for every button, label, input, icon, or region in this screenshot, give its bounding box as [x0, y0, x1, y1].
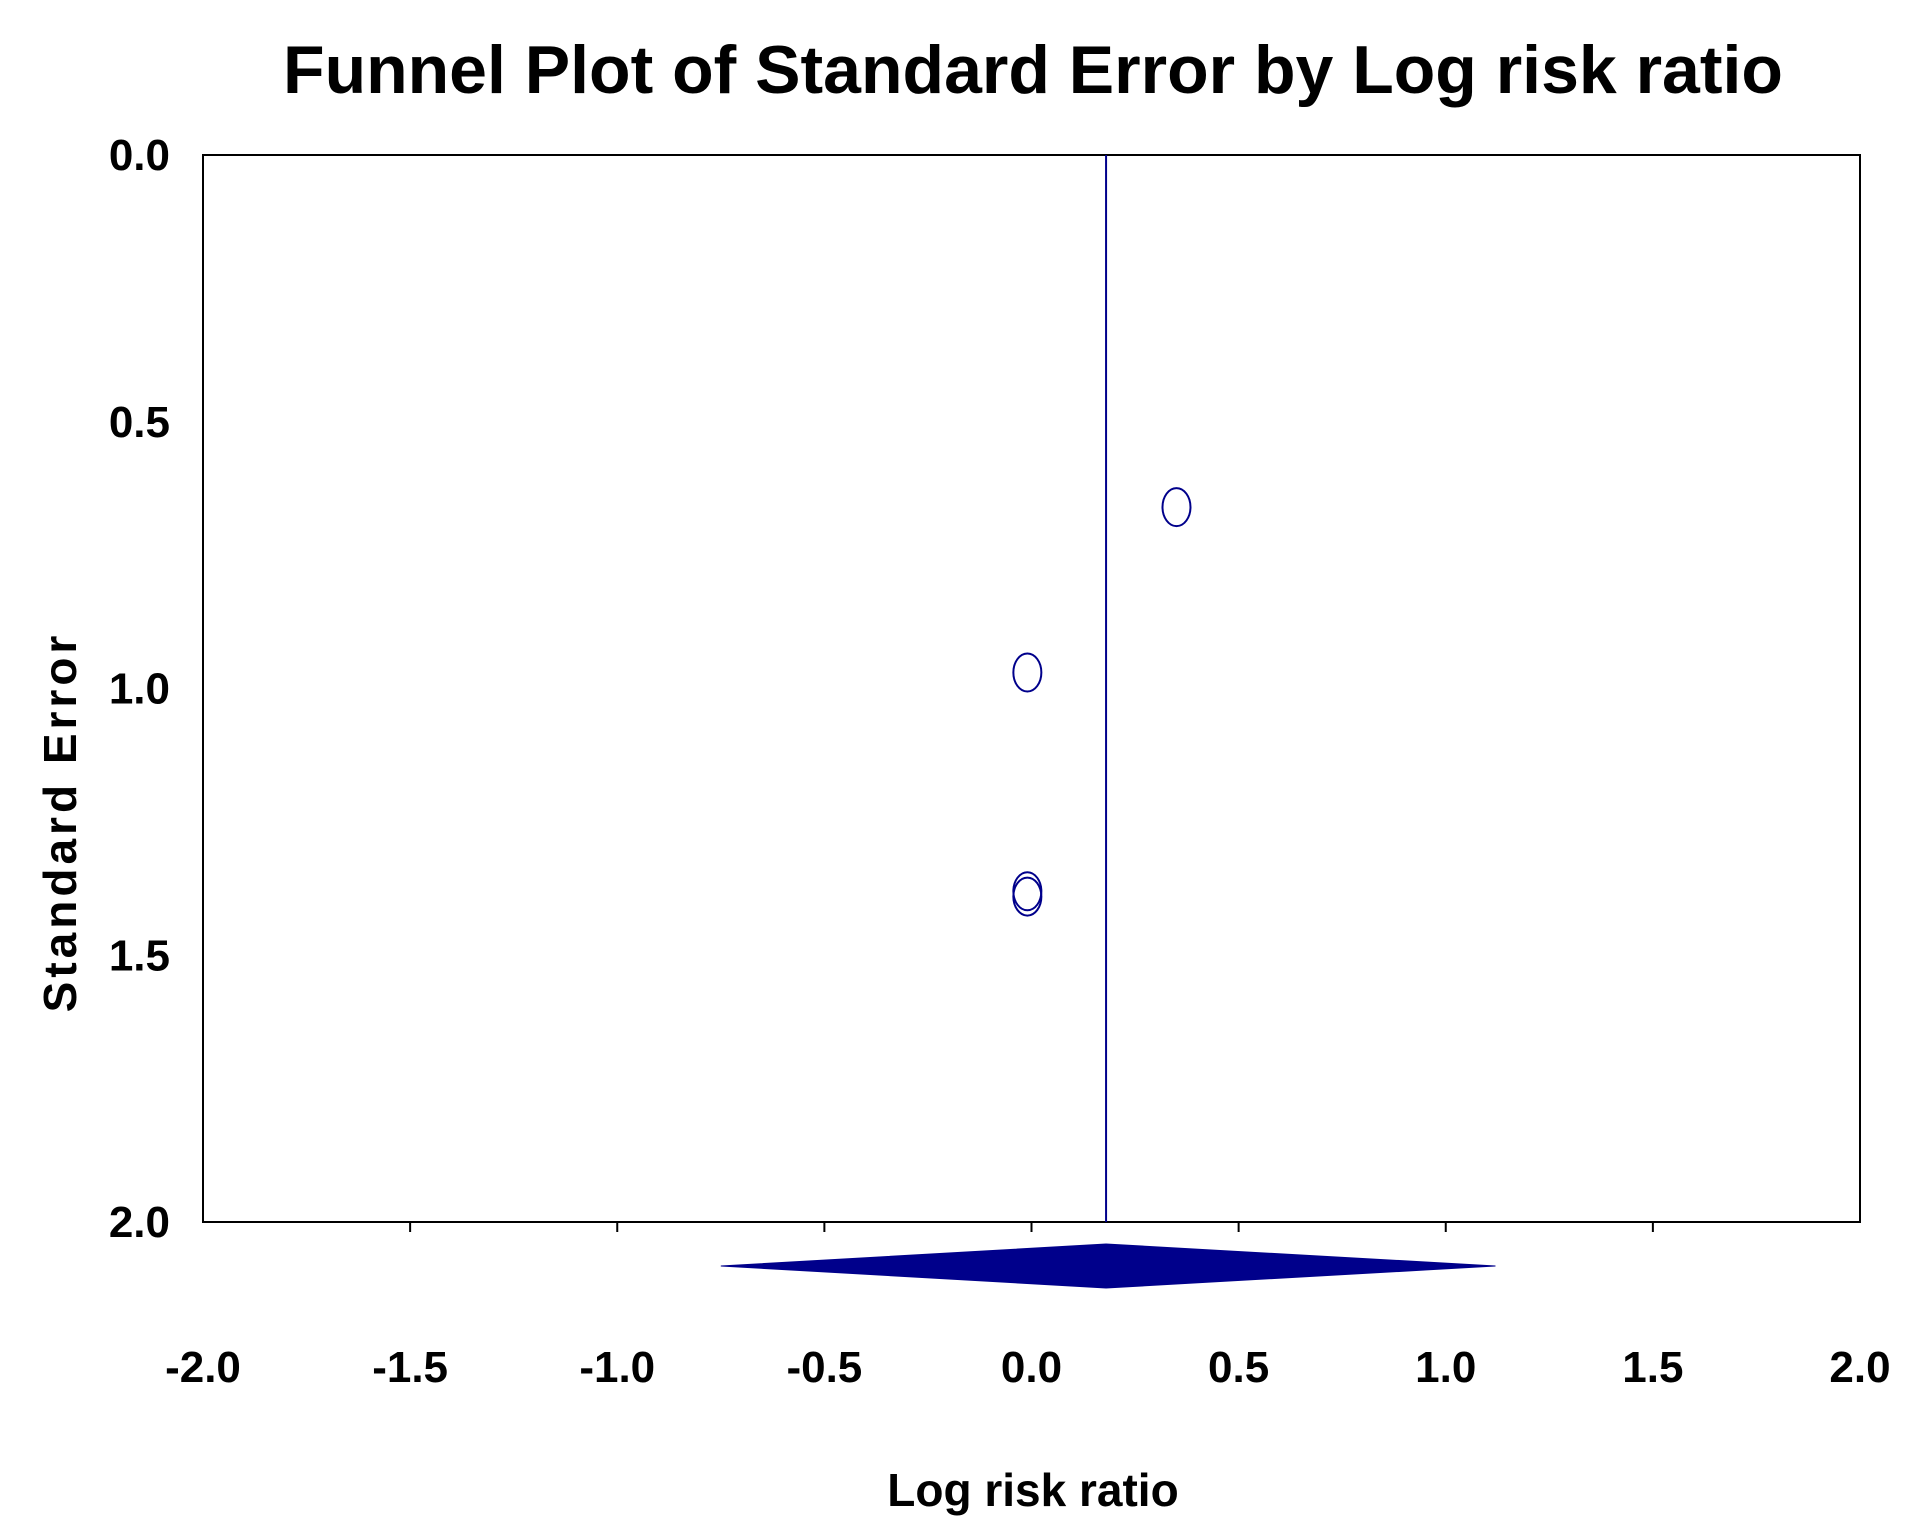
study-points [1012, 487, 1192, 917]
y-tick-label: 1.5 [109, 931, 170, 980]
x-tick-label: -1.5 [372, 1343, 448, 1392]
y-tick-label: 2.0 [109, 1198, 170, 1247]
x-tick-label: 2.0 [1829, 1343, 1890, 1392]
x-tick-label: 0.5 [1208, 1343, 1269, 1392]
study-point [1012, 652, 1043, 693]
x-tick-label: 1.0 [1415, 1343, 1476, 1392]
x-tick-label: -0.5 [786, 1343, 862, 1392]
study-point [1161, 487, 1192, 528]
x-tick-label: 1.5 [1622, 1343, 1683, 1392]
y-axis-title: Standard Error [34, 632, 86, 1013]
x-tick-label: 0.0 [1001, 1343, 1062, 1392]
x-axis-ticks: -2.0 -1.5 -1.0 -0.5 0.0 0.5 1.0 1.5 2.0 [165, 1222, 1891, 1392]
x-tick-label: -2.0 [165, 1343, 241, 1392]
study-point [1012, 876, 1043, 917]
y-axis-ticks: 0.0 0.5 1.0 1.5 2.0 [109, 131, 170, 1247]
chart-title: Funnel Plot of Standard Error by Log ris… [283, 32, 1783, 108]
pooled-effect-diamond [720, 1243, 1496, 1289]
y-tick-label: 0.0 [109, 131, 170, 180]
pooled-effect-group [720, 155, 1496, 1289]
plot-area-frame [202, 154, 1861, 1223]
x-axis-title: Log risk ratio [887, 1464, 1178, 1516]
x-tick-label: -1.0 [579, 1343, 655, 1392]
y-tick-label: 1.0 [109, 665, 170, 714]
y-tick-label: 0.5 [109, 398, 170, 447]
